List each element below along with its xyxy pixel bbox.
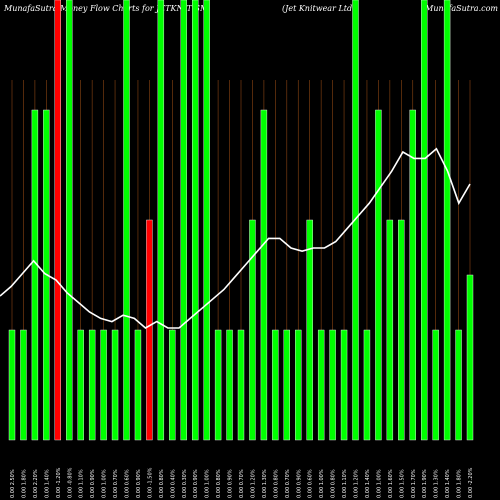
x-tick-label: 0.00 1.30%: [434, 469, 440, 498]
x-tick-label: 0.00 2.50%: [10, 469, 16, 498]
x-tick-label: 0.00 1.40%: [44, 469, 50, 498]
bar: [295, 329, 302, 441]
x-tick-label: 0.00 0.90%: [296, 469, 302, 498]
x-tick-label: 0.00 -1.50%: [147, 467, 153, 498]
x-tick-label: 0.00 0.80%: [159, 469, 165, 498]
bar: [317, 329, 325, 441]
x-tick-label: 0.00 0.90%: [90, 469, 96, 498]
bar: [203, 0, 210, 441]
bar: [123, 0, 130, 441]
bar: [443, 0, 451, 441]
bar: [432, 329, 439, 441]
x-tick-label: 0.00 1.40%: [445, 469, 451, 498]
x-tick-label: 0.00 1.20%: [354, 469, 360, 498]
money-flow-line: [0, 147, 471, 329]
bar: [249, 219, 256, 441]
x-tick-label: 0.00 1.10%: [342, 469, 348, 498]
x-tick-label: 0.00 0.70%: [285, 469, 291, 498]
x-tick-label: 0.00 0.90%: [228, 469, 234, 498]
bar: [306, 219, 313, 441]
bar: [134, 329, 142, 441]
bar: [54, 0, 61, 441]
chart-title-middle: (Jet Knitwear Ltd.): [282, 4, 358, 13]
bar: [363, 329, 371, 441]
x-tick-label: 0.00 1.30%: [262, 469, 268, 498]
x-tick-label: 0.00 1.80%: [21, 469, 27, 498]
x-tick-label: 0.00 0.80%: [216, 469, 222, 498]
x-tick-label: 0.00 0.70%: [113, 469, 119, 498]
bar: [214, 329, 222, 441]
bar: [180, 0, 187, 441]
x-tick-label: 0.00 0.90%: [193, 469, 199, 498]
bar: [340, 329, 348, 441]
bar: [386, 219, 394, 441]
bar: [31, 109, 39, 441]
bar: [226, 329, 233, 441]
x-tick-label: 0.00 2.20%: [33, 469, 39, 498]
x-tick-label: 0.00 -2.20%: [468, 467, 474, 498]
bar: [77, 329, 84, 441]
bar: [20, 329, 27, 441]
bar: [169, 329, 176, 441]
bar: [409, 109, 416, 441]
chart-title-left: MunafaSutra Money Flow Charts for JETKNI…: [4, 4, 209, 13]
x-tick-label: 0.00 0.80%: [331, 469, 337, 498]
x-tick-label: 0.00 0.70%: [239, 469, 245, 498]
x-tick-label: 0.00 1.00%: [376, 469, 382, 498]
x-tick-label: 0.00 1.00%: [205, 469, 211, 498]
bar: [111, 329, 119, 441]
bar: [146, 219, 153, 441]
bar: [272, 329, 279, 441]
x-tick-label: 0.00 1.40%: [365, 469, 371, 498]
x-tick-label: 0.00 0.90%: [136, 469, 142, 498]
x-tick-label: 0.00 -0.80%: [67, 467, 73, 498]
x-tick-label: 0.00 1.80%: [457, 469, 463, 498]
x-tick-label: 0.00 1.90%: [422, 469, 428, 498]
bar: [375, 109, 382, 441]
x-tick-label: 0.00 1.50%: [399, 469, 405, 498]
bar: [283, 329, 290, 441]
bar: [466, 274, 474, 441]
bar: [8, 329, 16, 441]
bar: [100, 329, 107, 441]
bar: [421, 0, 428, 441]
bar: [260, 109, 268, 441]
bar: [157, 0, 165, 441]
bar: [88, 329, 96, 441]
bar: [398, 219, 405, 441]
x-tick-label: 0.00 1.00%: [319, 469, 325, 498]
bar: [66, 0, 73, 441]
x-tick-label: 0.00 0.30%: [182, 469, 188, 498]
bar: [455, 329, 462, 441]
x-tick-label: 0.00 1.00%: [102, 469, 108, 498]
bar: [329, 329, 336, 441]
x-tick-label: 0.00 1.10%: [79, 469, 85, 498]
x-tick-label: 0.00 1.60%: [388, 469, 394, 498]
x-tick-label: 0.00 1.70%: [411, 469, 417, 498]
bar: [191, 0, 199, 441]
x-tick-label: 0.00 0.80%: [273, 469, 279, 498]
x-tick-label: 0.00 -1.20%: [56, 467, 62, 498]
x-tick-label: 0.00 0.40%: [170, 469, 176, 498]
x-tick-label: 0.00 0.60%: [125, 469, 131, 498]
x-tick-label: 0.00 0.60%: [308, 469, 314, 498]
chart-title-right: MunafaSutra.com: [425, 4, 498, 13]
x-tick-label: 0.00 1.20%: [250, 469, 256, 498]
bar: [237, 329, 245, 441]
